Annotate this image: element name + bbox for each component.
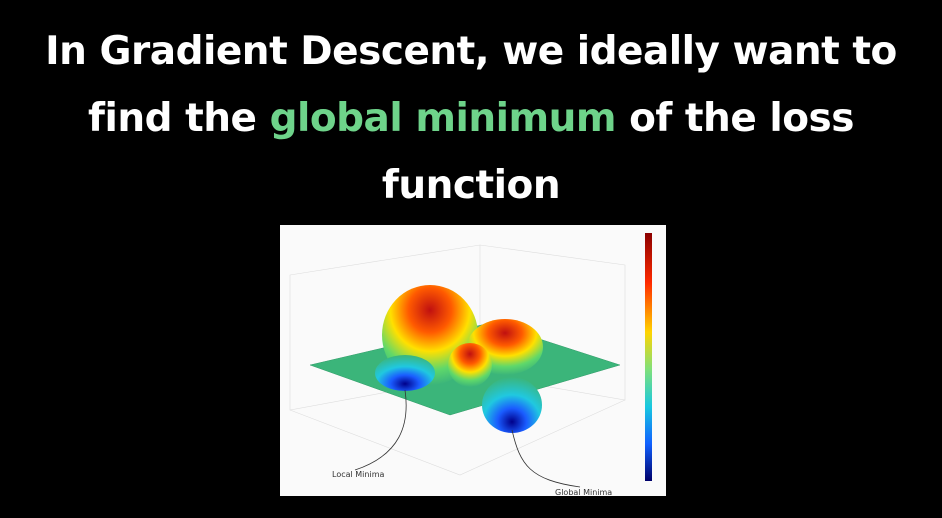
local-minimum-pit	[375, 355, 435, 391]
title-highlight: global minimum	[269, 96, 617, 141]
title-line: find the global minimum of the loss	[0, 85, 942, 152]
title-text: function	[381, 163, 561, 208]
title-text: of the loss	[629, 96, 854, 141]
local-minima-label: Local Minima	[332, 470, 384, 479]
slide-title: In Gradient Descent, we ideally want to …	[0, 18, 942, 219]
title-line: In Gradient Descent, we ideally want to	[0, 18, 942, 85]
surface-peak	[448, 343, 492, 387]
surface-figure: Local Minima Global Minima	[280, 225, 666, 496]
global-minima-label: Global Minima	[555, 488, 612, 496]
title-line: function	[0, 152, 942, 219]
title-text: find the	[88, 96, 257, 141]
pointer-line	[354, 389, 407, 471]
global-minimum-pit	[482, 377, 542, 433]
pointer-line	[511, 429, 581, 488]
title-text: In Gradient Descent, we ideally want to	[45, 29, 897, 74]
colorbar	[645, 233, 652, 481]
